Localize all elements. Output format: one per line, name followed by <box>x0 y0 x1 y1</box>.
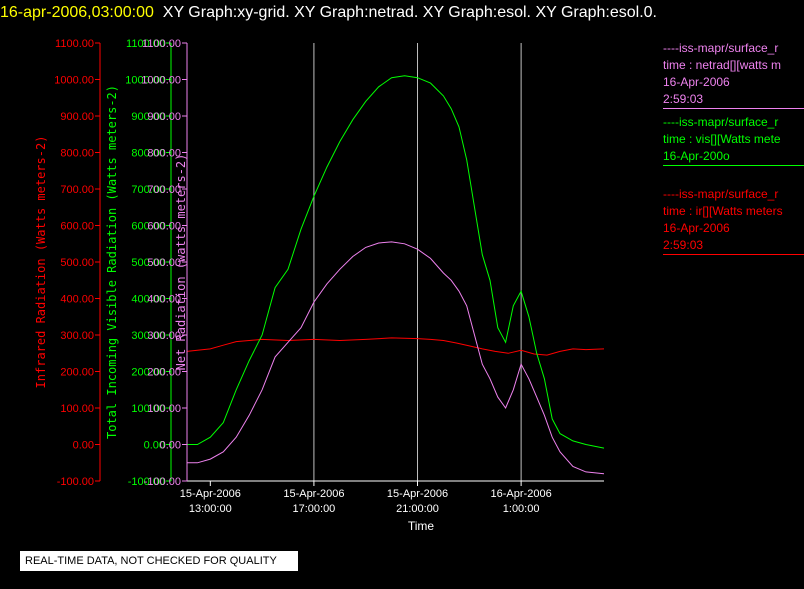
legend-line: 16-Apr-2006 <box>663 75 730 89</box>
y-tick-label-visible-4: 300.00 <box>131 330 165 342</box>
y-tick-label-net-5: 400.00 <box>147 294 181 306</box>
grid-layer <box>313 43 522 481</box>
y-tick-label-net-0: -100.00 <box>144 476 181 488</box>
y-tick-label-infrared-6: 500.00 <box>60 257 94 269</box>
y-tick-label-infrared-12: 1100.00 <box>55 38 94 50</box>
y-tick-label-net-9: 800.00 <box>147 148 181 160</box>
y-tick-label-infrared-7: 600.00 <box>60 221 94 233</box>
x-tick-label-3-0: 16-Apr-2006 <box>491 488 552 500</box>
y-tick-label-visible-3: 200.00 <box>131 367 165 379</box>
y-tick-label-net-2: 100.00 <box>147 403 181 415</box>
x-tick-label-3-1: 1:00:00 <box>503 503 540 515</box>
x-tick-label-0-1: 13:00:00 <box>189 503 232 515</box>
y-tick-label-visible-1: 0.00 <box>144 440 165 452</box>
series-net-line <box>187 241 605 475</box>
header-titles: XY Graph:xy-grid. XY Graph:netrad. XY Gr… <box>162 4 657 21</box>
y-tick-label-infrared-8: 700.00 <box>60 184 94 196</box>
y-tick-label-infrared-1: 0.00 <box>73 440 94 452</box>
quality-notice: REAL-TIME DATA, NOT CHECKED FOR QUALITY <box>20 551 298 571</box>
y-axis-label-infrared: Infrared Radiation (Watts meters-2) <box>34 136 48 389</box>
legend-line: ----iss-mapr/surface_r <box>663 187 779 201</box>
y-tick-label-visible-9: 800.00 <box>131 148 165 160</box>
legend-line: ----iss-mapr/surface_r <box>663 41 779 55</box>
y-tick-label-visible-10: 900.00 <box>131 111 165 123</box>
y-axis-label-visible: Total Incoming Visible Radiation (Watts … <box>105 85 119 439</box>
legend-line: time : netrad[][watts m <box>663 58 782 72</box>
y-tick-label-visible-5: 400.00 <box>131 294 165 306</box>
series-layer <box>186 75 605 475</box>
x-tick-label-2-1: 21:00:00 <box>396 503 439 515</box>
axes-layer: -100.00 0.00 100.00 200.00 300.00 400.00 500.0… <box>34 38 604 533</box>
series-visible-line <box>187 75 605 449</box>
y-tick-label-net-1: 0.00 <box>160 440 181 452</box>
legend-line: 2:59:03 <box>663 238 704 252</box>
legend-line: 2:59:03 <box>663 92 704 106</box>
y-tick-label-infrared-10: 900.00 <box>60 111 94 123</box>
y-tick-label-net-12: 1100.00 <box>142 38 181 50</box>
y-tick-label-net-7: 600.00 <box>147 221 181 233</box>
y-tick-label-visible-0: -100.00 <box>128 476 165 488</box>
x-axis-label: Time <box>408 519 435 533</box>
y-tick-label-visible-11: 1000.00 <box>125 75 165 87</box>
y-tick-label-infrared-5: 400.00 <box>60 294 94 306</box>
y-axis-label-net: Net Radiation (watts meters-2) <box>174 154 188 371</box>
y-tick-label-visible-8: 700.00 <box>131 184 165 196</box>
y-tick-label-visible-12: 1100.00 <box>126 38 165 50</box>
header: 16-apr-2006,03:00:00 XY Graph:xy-grid. X… <box>0 2 657 24</box>
y-tick-label-net-6: 500.00 <box>147 257 181 269</box>
y-tick-label-visible-7: 600.00 <box>131 221 165 233</box>
y-tick-label-net-3: 200.00 <box>147 367 181 379</box>
x-tick-label-2-0: 15-Apr-2006 <box>387 488 448 500</box>
y-tick-label-net-10: 900.00 <box>147 111 181 123</box>
y-tick-label-infrared-0: -100.00 <box>57 476 94 488</box>
y-tick-label-infrared-11: 1000.00 <box>54 75 94 87</box>
y-tick-label-visible-2: 100.00 <box>131 403 165 415</box>
x-tick-label-1-0: 15-Apr-2006 <box>283 488 344 500</box>
y-tick-label-visible-6: 500.00 <box>131 257 165 269</box>
x-tick-label-0-0: 15-Apr-2006 <box>180 488 241 500</box>
legend-line: time : vis[][Watts mete <box>663 132 781 146</box>
series-infrared-line <box>186 337 605 356</box>
y-tick-label-infrared-9: 800.00 <box>60 148 94 160</box>
x-tick-label-1-1: 17:00:00 <box>292 503 335 515</box>
y-tick-label-net-11: 1000.00 <box>141 75 181 87</box>
legend-line: time : ir[][Watts meters <box>663 204 783 218</box>
legend-line: 16-Apr-200o <box>663 149 730 163</box>
legend-line: 16-Apr-2006 <box>663 221 730 235</box>
y-tick-label-infrared-3: 200.00 <box>60 367 94 379</box>
y-tick-label-net-4: 300.00 <box>147 330 181 342</box>
y-tick-label-infrared-2: 100.00 <box>60 403 94 415</box>
legend-line: ----iss-mapr/surface_r <box>663 115 779 129</box>
header-timestamp: 16-apr-2006,03:00:00 <box>0 4 154 21</box>
y-tick-label-net-8: 700.00 <box>147 184 181 196</box>
y-tick-label-infrared-4: 300.00 <box>60 330 94 342</box>
